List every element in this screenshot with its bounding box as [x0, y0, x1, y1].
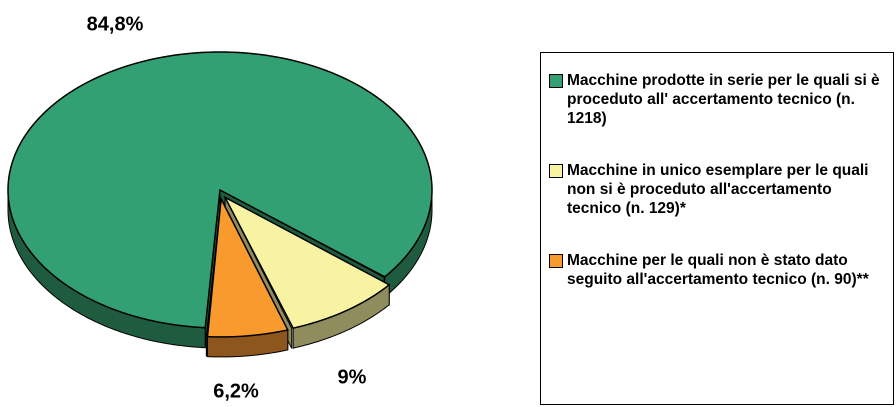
data-label: 9%	[338, 366, 367, 388]
legend-swatch	[549, 164, 563, 178]
legend-swatch	[549, 74, 563, 88]
legend-label: Macchine prodotte in serie per le quali …	[567, 72, 880, 127]
legend-item: Macchine prodotte in serie per le quali …	[549, 71, 889, 128]
slice	[7, 51, 433, 329]
slice	[206, 196, 289, 338]
legend-swatch	[549, 254, 563, 268]
data-label: 84,8%	[87, 13, 144, 35]
legend-item: Macchine per le quali non è stato dato s…	[549, 251, 889, 289]
legend-item: Macchine in unico esemplare per le quali…	[549, 161, 889, 218]
legend-label: Macchine in unico esemplare per le quali…	[567, 162, 869, 217]
legend-label: Macchine per le quali non è stato dato s…	[567, 252, 869, 288]
data-label: 6,2%	[213, 380, 259, 402]
slice	[223, 195, 391, 329]
pie-area: 84,8% 9% 6,2%	[7, 13, 433, 402]
legend: Macchine prodotte in serie per le quali …	[540, 52, 894, 405]
